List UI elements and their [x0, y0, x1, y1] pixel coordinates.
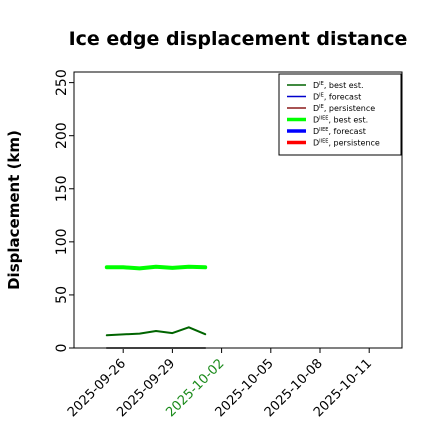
y-tick-label: 0 — [54, 344, 70, 353]
legend-entry-superscript: IIEE — [319, 116, 328, 122]
legend-entry-superscript: IE — [319, 93, 324, 99]
legend-entry-suffix: , best est. — [328, 116, 368, 125]
legend-entry-suffix: , persistence — [328, 139, 379, 148]
legend-entry-superscript: IIEE — [319, 127, 328, 133]
legend-entry-superscript: IIEE — [319, 139, 328, 145]
legend-entry-main: D — [313, 139, 319, 148]
legend-entry: DIE, best est. — [313, 81, 364, 90]
legend-entry-suffix: , forecast — [328, 127, 365, 136]
legend-entry-main: D — [313, 93, 319, 102]
legend-entry: DIIEE, forecast — [313, 127, 366, 136]
series-line-3 — [104, 264, 208, 271]
legend-entry-suffix: , persistence — [324, 104, 375, 113]
y-tick-label: 250 — [54, 69, 70, 96]
y-tick-label: 100 — [54, 228, 70, 255]
y-tick-label: 50 — [54, 286, 70, 304]
legend-entry-suffix: , best est. — [324, 81, 364, 90]
plot-frame — [73, 71, 403, 349]
legend-entry: DIIEE, persistence — [313, 139, 380, 148]
y-tick-label: 200 — [54, 122, 70, 149]
legend-entry-superscript: IE — [319, 104, 324, 110]
legend-entry-main: D — [313, 104, 319, 113]
legend-entry-main: D — [313, 81, 319, 90]
legend-entry: DIIEE, best est. — [313, 116, 368, 125]
legend-entry-suffix: , forecast — [324, 93, 361, 102]
legend-entry-main: D — [313, 127, 319, 136]
legend-entry: DIE, persistence — [313, 104, 375, 113]
y-axis-label: Displacement (km) — [5, 130, 23, 290]
y-tick-label: 150 — [54, 175, 70, 202]
legend-entry-superscript: IE — [319, 81, 324, 87]
legend-entry: DIE, forecast — [313, 93, 361, 102]
legend-entry-main: D — [313, 116, 319, 125]
series-line-0 — [105, 326, 207, 337]
chart-title: Ice edge displacement distance — [69, 28, 408, 50]
